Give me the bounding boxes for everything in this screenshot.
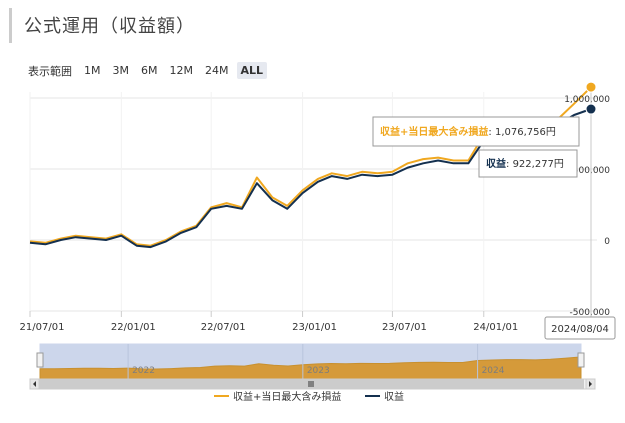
range-button-6m[interactable]: 6M — [141, 64, 158, 77]
tooltip-primary-value: 1,076,756円 — [495, 127, 556, 138]
y-tick-label: 500,000 — [573, 166, 610, 176]
marker-with-unrealized — [585, 81, 597, 93]
y-tick-label: 1,000,000 — [564, 95, 610, 105]
navigator-year-label: 2022 — [132, 366, 155, 376]
tooltip-secondary: 収益: 922,277円 — [478, 149, 578, 178]
tooltip-secondary-value: 922,277円 — [513, 159, 564, 170]
range-button-all[interactable]: ALL — [236, 62, 268, 79]
y-tick-label: 0 — [604, 237, 610, 247]
range-selector: 表示範囲 1M 3M 6M 12M 24M ALL — [28, 62, 268, 79]
navigator[interactable]: 2022 2023 2024 — [36, 343, 585, 380]
navigator-left-handle[interactable] — [36, 352, 44, 368]
range-button-12m[interactable]: 12M — [169, 64, 194, 77]
navigator-year-label: 2024 — [482, 366, 505, 376]
svg-text:収益+当日最大含み損益: 1,076,756円: 収益+当日最大含み損益: 1,076,756円 — [380, 125, 556, 138]
navigator-right-handle[interactable] — [577, 352, 585, 368]
legend-label-with-unrealized: 収益+当日最大含み損益 — [233, 390, 341, 403]
range-button-3m[interactable]: 3M — [112, 64, 130, 77]
x-tick-label: 21/07/01 — [20, 322, 65, 333]
legend-label-profit: 収益 — [384, 390, 404, 403]
title-bar: 公式運用（収益額） — [9, 8, 612, 43]
range-button-1m[interactable]: 1M — [84, 64, 101, 77]
navigator-area — [39, 356, 582, 380]
page-title: 公式運用（収益額） — [24, 16, 195, 37]
marker-profit — [585, 103, 597, 115]
navigator-year-labels: 2022 2023 2024 — [127, 344, 505, 379]
x-tick-label: 22/07/01 — [201, 322, 246, 333]
legend-item-profit[interactable]: 収益 — [365, 390, 404, 403]
x-tick-label: 24/01/01 — [473, 322, 518, 333]
x-tick-label: 23/07/01 — [382, 322, 427, 333]
tooltip-primary-label: 収益+当日最大含み損益 — [380, 125, 488, 138]
svg-text:収益: 922,277円: 収益: 922,277円 — [486, 157, 564, 170]
legend: 収益+当日最大含み損益 収益 — [214, 390, 404, 403]
range-button-24m[interactable]: 24M — [205, 64, 229, 77]
range-selector-label: 表示範囲 — [28, 64, 72, 78]
chevron-left-icon — [33, 381, 36, 387]
tooltip-secondary-label: 収益 — [486, 157, 506, 170]
tooltip-date-text: 2024/08/04 — [551, 324, 609, 335]
tooltip-primary: 収益+当日最大含み損益: 1,076,756円 — [372, 116, 580, 147]
x-tick-label: 22/01/01 — [111, 322, 156, 333]
y-axis: 1,000,000 500,000 0 -500,000 — [564, 95, 610, 318]
scrollbar-grip-icon — [308, 381, 314, 387]
legend-item-with-unrealized[interactable]: 収益+当日最大含み損益 — [214, 390, 341, 403]
hover-markers — [585, 81, 597, 115]
x-tick-label: 23/01/01 — [292, 322, 337, 333]
tooltip-date: 2024/08/04 — [544, 316, 616, 340]
x-axis: 21/07/01 22/01/01 22/07/01 23/01/01 23/07/01… — [20, 311, 518, 333]
scrollbar[interactable] — [29, 378, 596, 390]
chevron-right-icon — [589, 381, 592, 387]
y-tick-label: -500,000 — [570, 308, 611, 318]
navigator-year-label: 2023 — [307, 366, 330, 376]
chart-gridlines — [29, 92, 597, 312]
